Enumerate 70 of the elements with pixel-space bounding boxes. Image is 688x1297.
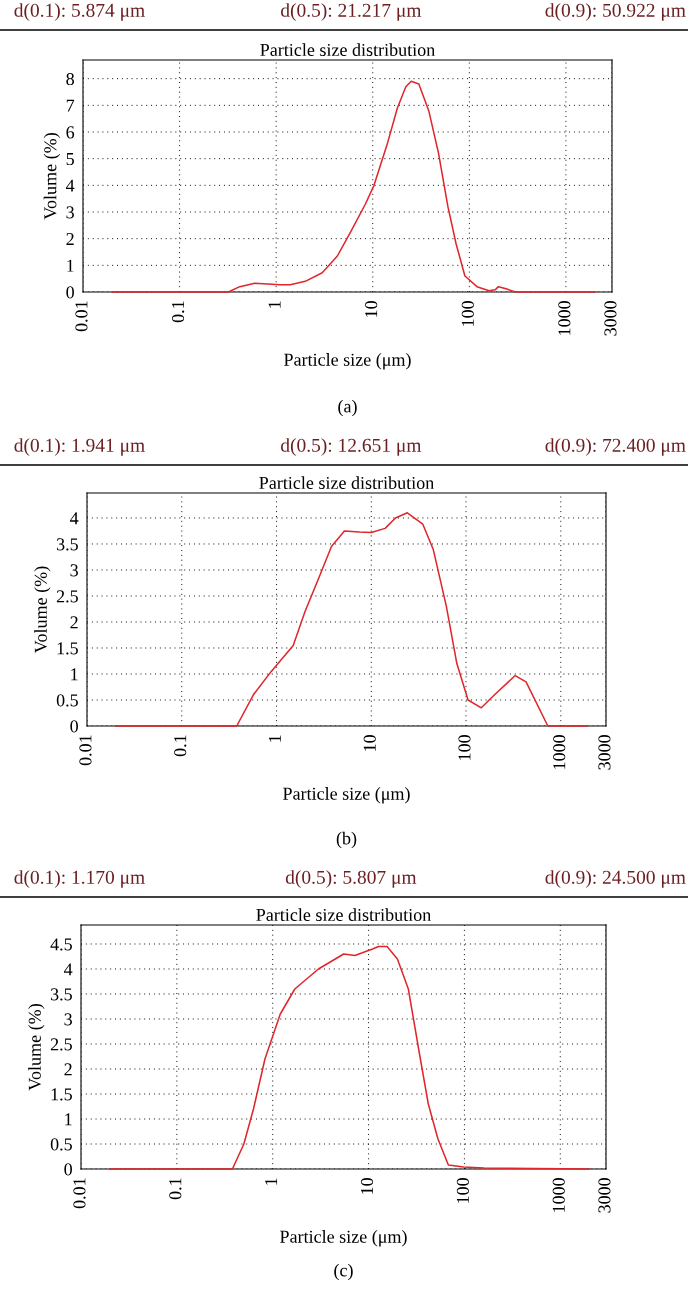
text: d(0.5): 5.807 μm [285, 870, 417, 888]
y-tick-label: 0 [64, 1163, 72, 1176]
text: (b) [336, 831, 357, 849]
y-tick-label: 1 [71, 668, 78, 681]
x-tick-label: 3000 [598, 1178, 611, 1213]
x-tick-label: 10 [360, 1178, 374, 1194]
y-tick-label: 0 [70, 720, 78, 733]
x-axis-title: Particle size (μm) [284, 353, 411, 370]
x-tick-label: 10 [363, 735, 376, 751]
x-tick-label: 1 [268, 301, 281, 308]
chart-title: Particle size distribution [259, 476, 434, 490]
text: d(0.1): 1.941 μm [14, 438, 145, 456]
y-tick-label: 7 [66, 99, 75, 112]
x-tick-label: 1 [265, 1178, 278, 1185]
y-tick-label: 4 [65, 179, 75, 192]
x-tick-label: 0.01 [73, 1178, 86, 1209]
x-tick-label: 100 [458, 735, 471, 760]
x-tick-label: 3000 [604, 301, 617, 336]
x-tick-label: 10 [365, 301, 378, 317]
y-tick-label: 3 [64, 1013, 72, 1026]
y-tick-label: 3 [70, 564, 78, 577]
y-tick-label: 4 [63, 963, 73, 976]
x-tick-label: 100 [461, 301, 474, 326]
y-tick-label: 0.5 [50, 1138, 72, 1151]
y-tick-label: 6 [66, 126, 75, 139]
x-tick-label: 0.1 [171, 301, 185, 323]
y-axis-title: Volume (%) [34, 566, 51, 654]
x-tick-label: 0.01 [79, 735, 92, 766]
text: d(0.9): 24.500 μm [545, 870, 686, 888]
y-axis-title: Volume (%) [28, 1004, 45, 1091]
x-tick-label: 1000 [552, 1178, 565, 1212]
y-tick-label: 4.5 [50, 938, 72, 951]
x-axis-title: Particle size (μm) [280, 1230, 407, 1247]
y-tick-label: 1 [67, 259, 74, 272]
y-tick-label: 2 [64, 1063, 72, 1076]
y-tick-label: 2.5 [56, 590, 78, 603]
y-tick-label: 0.5 [56, 694, 78, 707]
y-tick-label: 4 [69, 512, 79, 525]
x-tick-label: 1000 [553, 735, 566, 769]
y-tick-label: 1 [65, 1113, 72, 1126]
text: (c) [334, 1263, 353, 1281]
text: d(0.5): 12.651 μm [281, 438, 422, 456]
y-tick-label: 2 [66, 232, 74, 245]
y-tick-label: 2 [70, 616, 78, 629]
x-axis-title: Particle size (μm) [283, 787, 410, 804]
chart-title: Particle size distribution [260, 43, 435, 57]
text: (a) [338, 399, 357, 417]
x-tick-label: 1000 [558, 301, 571, 335]
x-tick-label: 1 [268, 735, 281, 742]
y-tick-label: 5 [66, 153, 74, 166]
y-tick-label: 8 [66, 72, 74, 86]
y-tick-label: 3.5 [50, 988, 72, 1001]
text: d(0.9): 50.922 μm [545, 3, 686, 21]
y-tick-label: 3.5 [56, 538, 78, 551]
text: d(0.9): 72.400 μm [545, 438, 686, 456]
text: d(0.1): 5.874 μm [14, 3, 145, 21]
y-axis-title: Volume (%) [43, 133, 61, 220]
y-tick-label: 1.5 [57, 642, 78, 655]
text: d(0.5): 21.217 μm [281, 3, 422, 21]
x-tick-label: 100 [456, 1178, 469, 1203]
x-tick-label: 0.01 [75, 301, 88, 332]
y-tick-label: 0 [66, 286, 74, 299]
y-tick-label: 1.5 [51, 1088, 72, 1101]
y-tick-label: 3 [66, 206, 74, 219]
chart-title: Particle size distribution [256, 908, 431, 922]
y-tick-label: 2.5 [50, 1038, 72, 1051]
text: d(0.1): 1.170 μm [14, 870, 145, 888]
x-tick-label: 0.1 [169, 1178, 182, 1200]
x-tick-label: 3000 [598, 735, 611, 770]
x-tick-label: 0.1 [174, 735, 187, 757]
